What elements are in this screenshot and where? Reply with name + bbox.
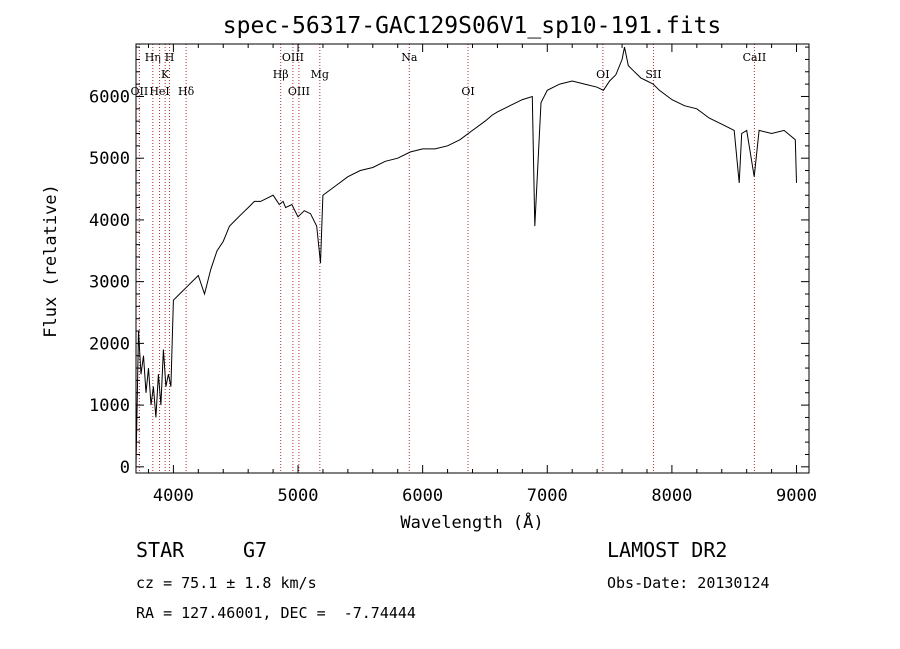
x-tick-label-4: 8000 <box>651 486 692 506</box>
x-axis-ticks: 4000 5000 6000 7000 8000 9000 <box>147 44 817 506</box>
spectral-line-label-0: Hη <box>145 51 161 64</box>
obs-date-label: Obs-Date: 20130124 <box>607 574 770 592</box>
chart-title: spec-56317-GAC129S06V1_sp10-191.fits <box>223 13 722 39</box>
spectral-line-label-2: K <box>161 68 170 81</box>
spectral-line-label-7: Hβ <box>273 68 289 81</box>
plot-frame <box>135 43 810 474</box>
class-label: STAR <box>136 538 185 562</box>
spectral-line-label-1: H <box>165 51 175 64</box>
x-tick-label-2: 6000 <box>402 486 443 506</box>
y-axis-label: Flux (relative) <box>41 184 61 338</box>
x-tick-label-1: 5000 <box>278 486 319 506</box>
spectral-line-label-4: HeI <box>149 85 169 98</box>
redshift-label: cz = 75.1 ± 1.8 km/s <box>136 574 317 592</box>
y-tick-label-5: 5000 <box>89 149 130 169</box>
y-tick-label-3: 3000 <box>89 273 130 293</box>
x-tick-label-0: 4000 <box>153 486 194 506</box>
spectral-line-label-14: CaII <box>743 51 767 64</box>
x-tick-label-5: 9000 <box>776 486 817 506</box>
y-tick-label-4: 4000 <box>89 211 130 231</box>
y-axis-ticks: 0 1000 2000 3000 4000 5000 6000 <box>89 46 809 478</box>
spectral-line-label-11: OI <box>461 85 474 98</box>
coordinates-label: RA = 127.46001, DEC = -7.74444 <box>136 604 416 622</box>
spectral-line-label-13: SII <box>645 68 661 81</box>
subclass-label: G7 <box>243 538 268 562</box>
spectral-line-label-8: Mg <box>311 68 329 81</box>
spectral-line-label-5: Hδ <box>178 85 195 98</box>
y-tick-label-6: 6000 <box>89 87 130 107</box>
y-tick-label-0: 0 <box>120 458 130 478</box>
series-layer <box>135 46 797 467</box>
spectral-line-label-6: OIII <box>282 51 304 64</box>
survey-label: LAMOST DR2 <box>607 538 728 562</box>
series-line-0 <box>135 46 797 467</box>
spectral-line-label-9: OIII <box>288 85 310 98</box>
y-tick-label-2: 2000 <box>89 334 130 354</box>
x-tick-label-3: 7000 <box>527 486 568 506</box>
x-axis-label: Wavelength (Å) <box>400 511 543 533</box>
y-tick-label-1: 1000 <box>89 396 130 416</box>
spectral-line-label-3: OII <box>131 85 149 98</box>
spectral-line-label-12: OI <box>596 68 609 81</box>
spectral-line-label-10: Na <box>401 51 418 64</box>
